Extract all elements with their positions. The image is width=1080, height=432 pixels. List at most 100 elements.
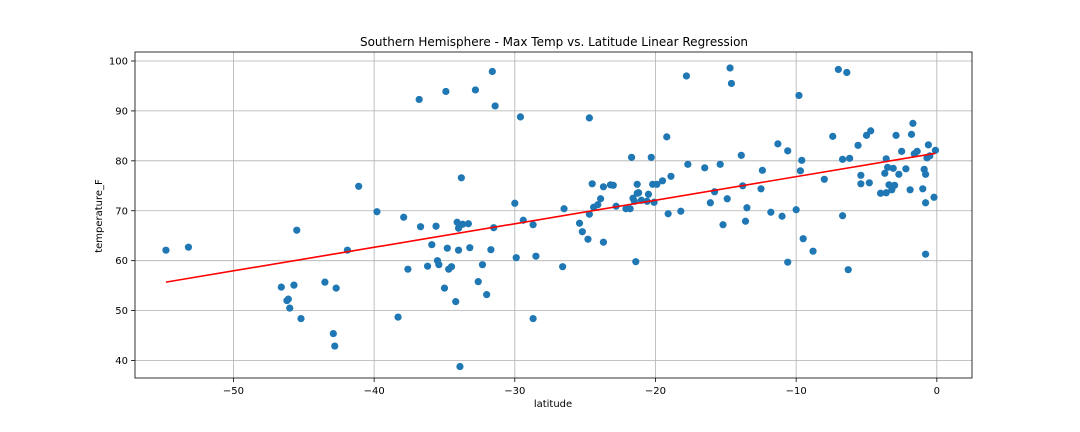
data-point <box>584 235 592 243</box>
data-point <box>846 154 854 162</box>
x-tick-label: −20 <box>645 386 666 397</box>
data-point <box>452 298 460 306</box>
data-point <box>435 261 443 269</box>
data-point <box>838 212 847 220</box>
data-point <box>588 180 596 188</box>
data-point <box>432 222 440 230</box>
data-point <box>478 261 487 269</box>
data-point <box>632 258 640 266</box>
data-point <box>609 181 617 189</box>
data-point <box>647 153 655 161</box>
data-point <box>921 250 930 258</box>
data-point <box>443 244 451 252</box>
data-point <box>297 314 305 323</box>
data-point <box>854 141 862 149</box>
y-axis-ticks: 40 50 60 70 80 90 100 <box>109 56 135 367</box>
data-point <box>599 238 608 246</box>
data-point <box>677 207 685 215</box>
data-point <box>834 65 842 74</box>
data-point <box>284 295 292 303</box>
data-point <box>487 246 495 254</box>
data-point <box>453 218 461 226</box>
data-point <box>585 210 593 218</box>
data-point <box>892 131 900 139</box>
data-point <box>404 265 412 273</box>
y-axis-label: temperature_F <box>94 179 105 253</box>
data-point <box>400 213 408 221</box>
data-point <box>293 226 301 234</box>
data-point <box>332 284 340 292</box>
data-point <box>784 147 792 155</box>
y-tick-label: 100 <box>109 56 128 67</box>
data-point <box>684 160 692 168</box>
data-point <box>512 254 520 262</box>
data-point <box>820 175 828 183</box>
data-point <box>559 263 567 271</box>
data-point <box>881 169 889 177</box>
data-point <box>857 171 865 179</box>
data-point <box>727 79 736 88</box>
data-point <box>516 113 525 121</box>
data-point <box>906 186 914 194</box>
data-point <box>447 263 456 271</box>
data-point <box>891 181 899 189</box>
data-point <box>843 68 851 77</box>
data-point <box>627 153 636 161</box>
data-point <box>428 241 436 249</box>
data-point <box>594 201 602 209</box>
data-point <box>931 146 940 154</box>
data-point <box>277 283 285 291</box>
data-point <box>440 284 449 292</box>
data-point <box>331 342 339 350</box>
data-point <box>876 189 885 197</box>
data-point <box>664 210 672 218</box>
data-point <box>726 64 734 72</box>
data-point <box>867 127 875 135</box>
y-tick-label: 80 <box>115 156 128 167</box>
data-point <box>162 246 170 254</box>
data-point <box>889 164 897 172</box>
data-point <box>329 329 337 338</box>
data-point <box>737 151 745 159</box>
x-axis-label: latitude <box>534 399 572 410</box>
data-point <box>682 72 691 80</box>
data-point <box>471 86 480 94</box>
data-point <box>459 220 467 228</box>
y-tick-label: 70 <box>115 206 128 217</box>
data-point <box>829 132 837 140</box>
data-point <box>529 221 537 229</box>
data-point <box>575 219 584 227</box>
x-axis-ticks: −50 −40 −30 −20 −10 0 <box>223 378 940 397</box>
data-point <box>511 199 519 207</box>
y-tick-label: 50 <box>115 306 128 317</box>
grid-lines <box>135 52 972 378</box>
data-point <box>798 156 806 164</box>
data-point <box>902 165 910 173</box>
x-tick-label: −50 <box>223 386 244 397</box>
data-point <box>532 252 540 260</box>
data-point <box>394 313 402 321</box>
data-point <box>716 160 724 168</box>
data-point <box>865 179 873 187</box>
data-point <box>898 147 906 155</box>
data-point <box>457 174 465 182</box>
chart-title: Southern Hemisphere - Max Temp vs. Latit… <box>360 35 748 49</box>
data-point <box>758 166 766 174</box>
data-point <box>757 185 765 193</box>
data-point <box>483 291 491 299</box>
data-point <box>464 220 472 228</box>
data-point <box>290 281 298 289</box>
data-point <box>456 362 464 371</box>
data-point <box>930 193 938 201</box>
data-point <box>454 246 463 254</box>
data-point <box>774 140 782 148</box>
data-point <box>560 205 568 213</box>
y-tick-label: 60 <box>115 256 128 267</box>
regression-line-group <box>165 152 936 283</box>
data-point <box>529 314 537 323</box>
data-point <box>741 217 750 225</box>
data-point <box>792 206 800 214</box>
plot-area-frame <box>134 51 973 379</box>
data-point <box>599 183 608 191</box>
